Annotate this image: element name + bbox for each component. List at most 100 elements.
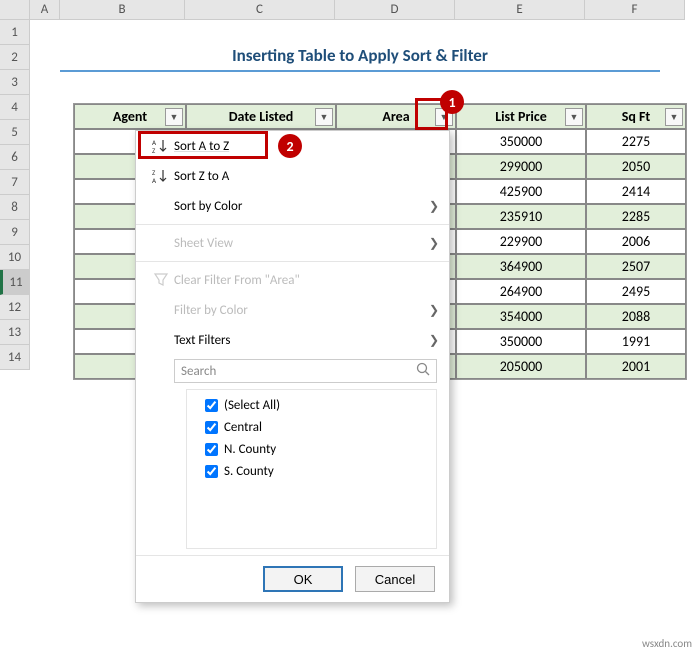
cell-price[interactable]: 350000: [456, 129, 586, 154]
row-header[interactable]: 9: [0, 220, 30, 245]
callout-badge-1: 1: [440, 90, 464, 114]
menu-clear-filter-label: Clear Filter From "Area": [174, 273, 300, 288]
row-header[interactable]: 12: [0, 295, 30, 320]
filter-search-input[interactable]: Search: [174, 359, 437, 383]
row-header[interactable]: 11: [0, 270, 30, 295]
cell-sqft[interactable]: 2285: [586, 204, 686, 229]
search-icon: [416, 362, 430, 380]
row-header[interactable]: 1: [0, 20, 30, 45]
checkbox[interactable]: [205, 465, 218, 478]
clear-filter-icon: [148, 273, 174, 287]
header-price: List Price ▼: [456, 104, 586, 129]
row-header[interactable]: 6: [0, 145, 30, 170]
cell-price[interactable]: 264900: [456, 279, 586, 304]
menu-filter-color: Filter by Color ❯: [136, 295, 449, 325]
check-label: S. County: [224, 464, 274, 479]
check-ncounty[interactable]: N. County: [191, 438, 432, 460]
cell-sqft[interactable]: 2001: [586, 354, 686, 379]
row-header[interactable]: 10: [0, 245, 30, 270]
row-header[interactable]: 5: [0, 120, 30, 145]
chevron-right-icon: ❯: [429, 333, 439, 348]
filter-button-sqft[interactable]: ▼: [665, 108, 683, 126]
filter-button-price[interactable]: ▼: [565, 108, 583, 126]
row-headers: 1 2 3 4 5 6 7 8 9 10 11 12 13 14: [0, 20, 30, 370]
page-title: Inserting Table to Apply Sort & Filter: [60, 45, 660, 72]
col-header-e[interactable]: E: [455, 0, 585, 20]
check-label: Central: [224, 420, 262, 435]
menu-clear-filter: Clear Filter From "Area": [136, 265, 449, 295]
col-header-d[interactable]: D: [335, 0, 455, 20]
cancel-button[interactable]: Cancel: [355, 566, 435, 592]
menu-sheet-view: Sheet View ❯: [136, 228, 449, 258]
corner-cell: [0, 0, 30, 20]
watermark: wsxdn.com: [642, 637, 692, 650]
filter-check-list: (Select All) Central N. County S. County: [186, 389, 437, 549]
header-date-label: Date Listed: [229, 108, 294, 125]
callout-badge-2: 2: [278, 134, 302, 158]
menu-separator: [136, 224, 449, 225]
column-header-row: A B C D E F: [0, 0, 700, 20]
header-agent-label: Agent: [113, 108, 147, 125]
cell-sqft[interactable]: 2414: [586, 179, 686, 204]
header-date: Date Listed ▼: [186, 104, 336, 129]
row-header[interactable]: 13: [0, 320, 30, 345]
svg-text:A: A: [152, 176, 157, 184]
col-header-f[interactable]: F: [585, 0, 685, 20]
cell-sqft[interactable]: 2275: [586, 129, 686, 154]
row-header[interactable]: 8: [0, 195, 30, 220]
col-header-a[interactable]: A: [30, 0, 60, 20]
check-central[interactable]: Central: [191, 416, 432, 438]
chevron-right-icon: ❯: [429, 199, 439, 214]
row-header[interactable]: 4: [0, 95, 30, 120]
checkbox[interactable]: [205, 443, 218, 456]
filter-button-agent[interactable]: ▼: [165, 108, 183, 126]
cell-price[interactable]: 229900: [456, 229, 586, 254]
cell-sqft[interactable]: 2495: [586, 279, 686, 304]
chevron-right-icon: ❯: [429, 303, 439, 318]
cell-price[interactable]: 350000: [456, 329, 586, 354]
filter-button-date[interactable]: ▼: [315, 108, 333, 126]
row-header[interactable]: 2: [0, 45, 30, 70]
check-label: (Select All): [224, 398, 280, 413]
callout-sort-az: [138, 131, 268, 159]
ok-button[interactable]: OK: [263, 566, 343, 592]
header-agent: Agent ▼: [74, 104, 186, 129]
menu-button-row: OK Cancel: [136, 555, 449, 602]
row-header[interactable]: 3: [0, 70, 30, 95]
menu-sort-color[interactable]: Sort by Color ❯: [136, 191, 449, 221]
check-label: N. County: [224, 442, 276, 457]
checkbox[interactable]: [205, 421, 218, 434]
cell-price[interactable]: 205000: [456, 354, 586, 379]
checkbox[interactable]: [205, 399, 218, 412]
cell-price[interactable]: 235910: [456, 204, 586, 229]
cell-sqft[interactable]: 2006: [586, 229, 686, 254]
header-price-label: List Price: [495, 108, 547, 125]
check-select-all[interactable]: (Select All): [191, 394, 432, 416]
filter-dropdown-menu: AZ Sort A to Z ZA Sort Z to A Sort by Co…: [135, 130, 450, 603]
row-header[interactable]: 14: [0, 345, 30, 370]
menu-filter-color-label: Filter by Color: [174, 303, 248, 318]
check-scounty[interactable]: S. County: [191, 460, 432, 482]
cell-sqft[interactable]: 2050: [586, 154, 686, 179]
search-placeholder: Search: [181, 364, 216, 379]
cell-price[interactable]: 425900: [456, 179, 586, 204]
cell-sqft[interactable]: 2507: [586, 254, 686, 279]
cell-sqft[interactable]: 2088: [586, 304, 686, 329]
cell-sqft[interactable]: 1991: [586, 329, 686, 354]
col-header-b[interactable]: B: [60, 0, 185, 20]
col-header-c[interactable]: C: [185, 0, 335, 20]
cell-price[interactable]: 354000: [456, 304, 586, 329]
menu-text-filters[interactable]: Text Filters ❯: [136, 325, 449, 355]
cell-price[interactable]: 364900: [456, 254, 586, 279]
header-sqft-label: Sq Ft: [622, 108, 651, 125]
header-area-label: Area: [382, 108, 409, 125]
row-header[interactable]: 7: [0, 170, 30, 195]
menu-separator: [136, 261, 449, 262]
menu-sort-za-label: Sort Z to A: [174, 169, 229, 184]
cell-price[interactable]: 299000: [456, 154, 586, 179]
chevron-right-icon: ❯: [429, 236, 439, 251]
menu-sheet-view-label: Sheet View: [174, 236, 233, 251]
sort-za-icon: ZA: [148, 168, 174, 184]
menu-sort-za[interactable]: ZA Sort Z to A: [136, 161, 449, 191]
menu-text-filters-label: Text Filters: [174, 333, 230, 348]
